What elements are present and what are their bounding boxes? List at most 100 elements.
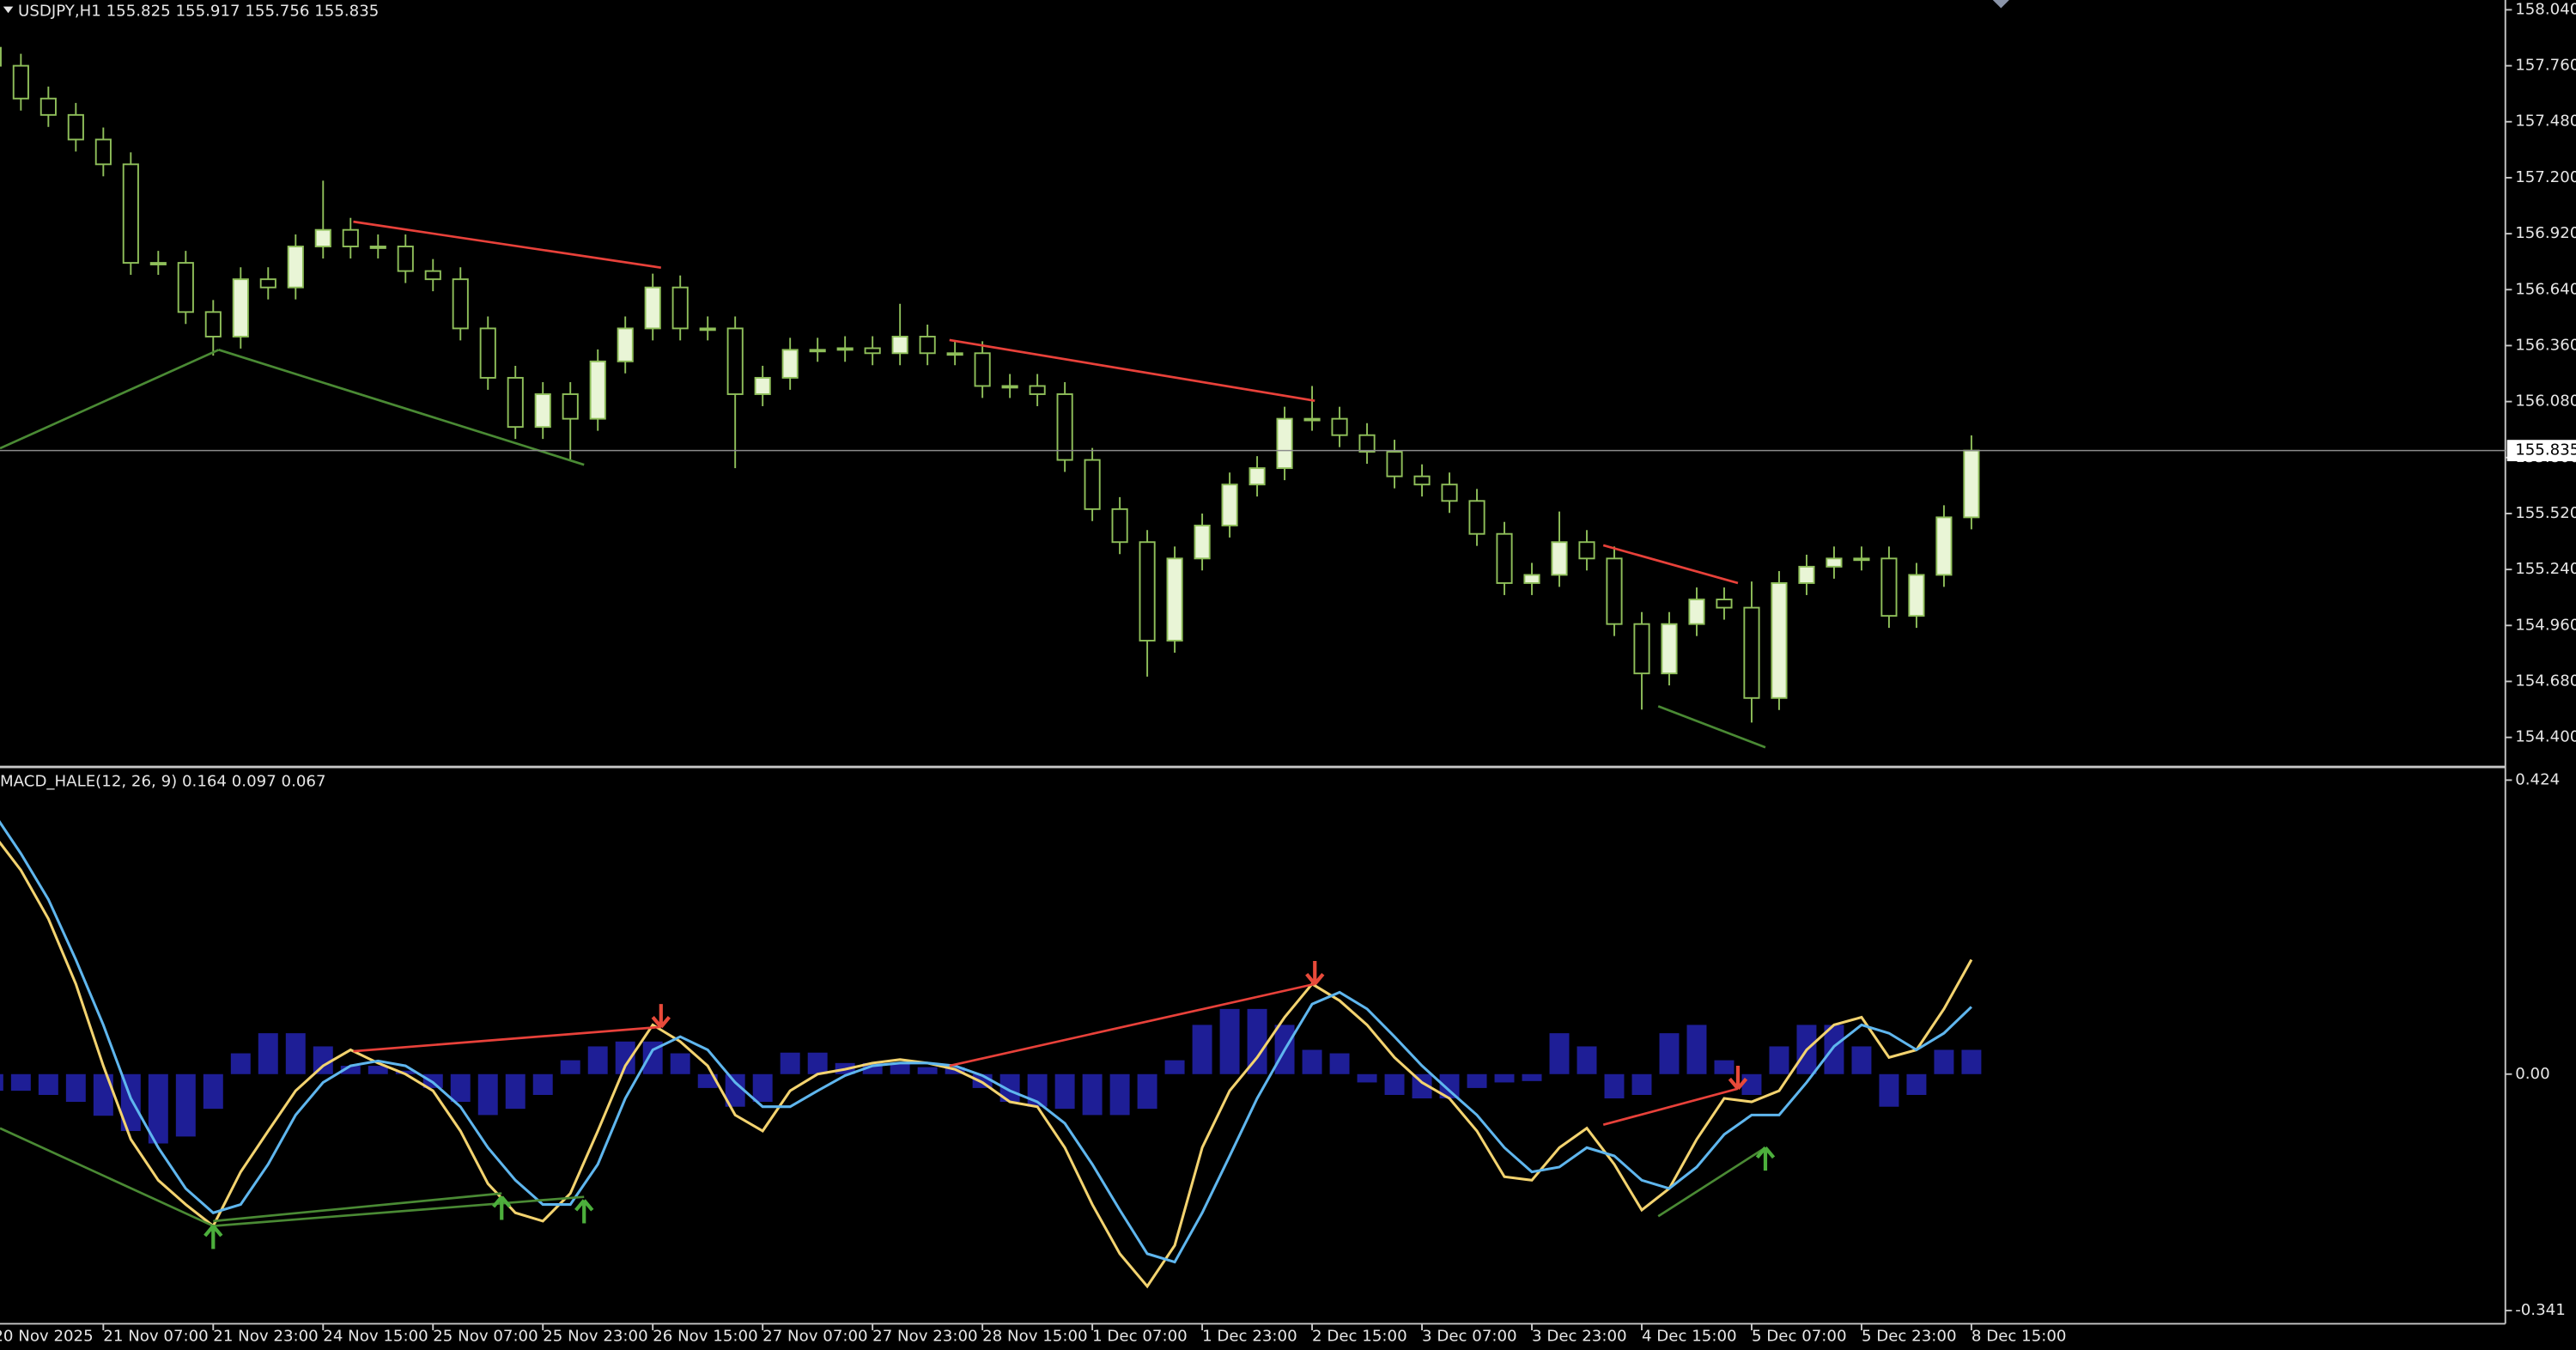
candle-body xyxy=(1139,541,1156,642)
candle-body xyxy=(232,278,249,338)
histogram-bar xyxy=(780,1052,800,1074)
candle-body xyxy=(1276,417,1293,470)
divergence-line xyxy=(213,1195,585,1227)
candle-body xyxy=(1908,574,1925,617)
histogram-bar xyxy=(1219,1008,1240,1074)
histogram-bar xyxy=(1494,1073,1515,1083)
divergence-line xyxy=(353,1025,661,1053)
x-tick-label: 21 Nov 07:00 xyxy=(103,1328,208,1346)
candle-body xyxy=(699,327,716,331)
histogram-bar xyxy=(1686,1025,1707,1074)
candle-body xyxy=(39,97,57,116)
histogram-bar xyxy=(1357,1073,1377,1083)
candle-body xyxy=(1166,557,1183,642)
histogram-bar xyxy=(917,1067,938,1074)
histogram-bar xyxy=(230,1053,251,1074)
x-tick-label: 25 Nov 07:00 xyxy=(433,1328,538,1346)
candle-body xyxy=(287,246,304,289)
signal-arrow xyxy=(1305,961,1325,986)
symbol-menu-icon[interactable] xyxy=(3,6,14,14)
candle-body xyxy=(589,360,606,420)
histogram-bar xyxy=(203,1073,223,1110)
candle-body xyxy=(1386,451,1403,477)
histogram-bar xyxy=(1769,1046,1789,1074)
divergence-line xyxy=(0,349,220,450)
candle-body xyxy=(1743,606,1760,699)
candle-body xyxy=(12,64,29,100)
candle-body xyxy=(1221,483,1238,526)
y-tick-label: 154.960 xyxy=(2515,616,2576,634)
histogram-bar xyxy=(1054,1073,1075,1110)
candle-body xyxy=(1688,599,1705,625)
signal-arrow xyxy=(651,1004,671,1029)
signal-arrow xyxy=(204,1225,223,1250)
histogram-bar xyxy=(450,1073,471,1103)
x-tick-label: 4 Dec 15:00 xyxy=(1642,1328,1737,1346)
histogram-bar xyxy=(368,1066,388,1074)
y-tick-label: 155.520 xyxy=(2515,504,2576,522)
histogram-bar xyxy=(560,1060,580,1074)
histogram-bar xyxy=(1961,1049,1982,1074)
histogram-bar xyxy=(615,1041,635,1074)
histogram-bar xyxy=(1577,1046,1597,1074)
x-tick-label: 27 Nov 07:00 xyxy=(762,1328,867,1346)
y-tick-label: 156.640 xyxy=(2515,280,2576,298)
candle-body xyxy=(617,327,634,362)
y-tick-label: 157.480 xyxy=(2515,112,2576,131)
histogram-bar xyxy=(697,1073,718,1088)
histogram-bar xyxy=(0,1073,3,1092)
candle-body xyxy=(177,262,194,313)
x-tick-label: 3 Dec 07:00 xyxy=(1422,1328,1517,1346)
signal-arrow xyxy=(574,1199,594,1224)
current-price-box xyxy=(2506,440,2576,462)
histogram-bar xyxy=(1137,1073,1157,1110)
histogram-bar xyxy=(1439,1073,1460,1099)
candle-body xyxy=(1578,541,1595,560)
histogram-bar xyxy=(1522,1073,1542,1081)
histogram-bar xyxy=(1741,1073,1762,1095)
histogram-bar xyxy=(1247,1008,1267,1074)
candle-body xyxy=(671,286,689,330)
divergence-line xyxy=(0,1127,214,1227)
x-tick-label: 25 Nov 23:00 xyxy=(543,1328,647,1346)
y-tick-label: 156.920 xyxy=(2515,224,2576,242)
candle-body xyxy=(562,393,579,420)
candle-body xyxy=(1551,541,1568,576)
histogram-bar xyxy=(1906,1073,1927,1095)
candle-body xyxy=(1771,582,1788,699)
candle-body xyxy=(149,262,167,265)
histogram-bar xyxy=(38,1073,58,1095)
y-tick-label: 0.00 xyxy=(2515,1065,2549,1083)
shift-marker[interactable] xyxy=(1992,0,2009,9)
divergence-line xyxy=(353,220,662,269)
candle-body xyxy=(891,336,908,355)
current-price-label: 155.835 xyxy=(2515,441,2576,459)
x-tick-label: 26 Nov 15:00 xyxy=(653,1328,757,1346)
histogram-bar xyxy=(1329,1053,1350,1074)
histogram-bar xyxy=(313,1046,333,1074)
signal-arrow xyxy=(492,1195,512,1220)
x-tick-label: 24 Nov 15:00 xyxy=(323,1328,428,1346)
indicator-line xyxy=(0,840,1973,1289)
candle-body xyxy=(259,278,276,289)
divergence-line xyxy=(218,349,585,466)
divergence-line xyxy=(213,1192,502,1223)
signal-arrow xyxy=(1728,1065,1748,1091)
candle-body xyxy=(1826,557,1843,568)
histogram-bar xyxy=(175,1073,196,1137)
candle-body xyxy=(1029,385,1046,395)
histogram-bar xyxy=(395,1070,416,1074)
x-tick-label: 1 Dec 07:00 xyxy=(1092,1328,1188,1346)
histogram-bar xyxy=(1302,1049,1322,1074)
y-tick-label: 155.240 xyxy=(2515,560,2576,578)
candle-body xyxy=(369,246,386,249)
divergence-line xyxy=(1657,1146,1766,1218)
histogram-bar xyxy=(148,1073,168,1144)
histogram-bar xyxy=(477,1073,498,1116)
candle-body xyxy=(1413,475,1431,486)
y-tick-label: 0.424 xyxy=(2515,770,2560,788)
x-tick-label: 5 Dec 07:00 xyxy=(1752,1328,1847,1346)
candle-body xyxy=(644,286,661,330)
divergence-line xyxy=(949,338,1315,403)
